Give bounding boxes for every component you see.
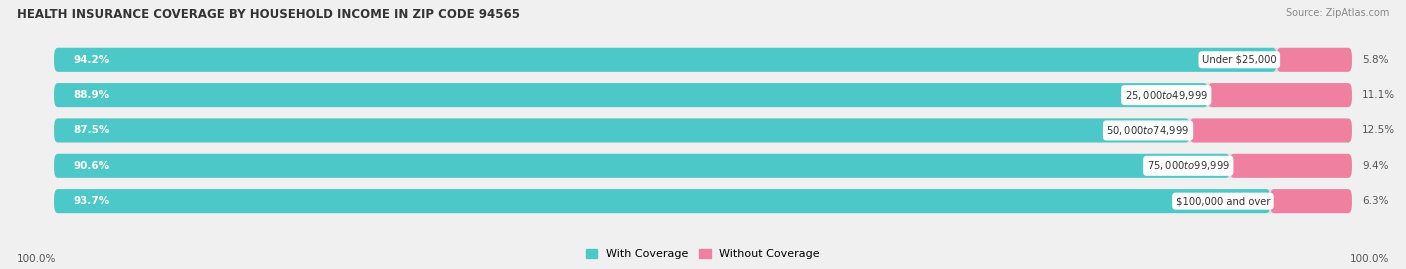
FancyBboxPatch shape xyxy=(1277,48,1353,72)
Text: $50,000 to $74,999: $50,000 to $74,999 xyxy=(1107,124,1189,137)
Text: 9.4%: 9.4% xyxy=(1362,161,1389,171)
Text: 100.0%: 100.0% xyxy=(17,254,56,264)
FancyBboxPatch shape xyxy=(53,189,1270,213)
FancyBboxPatch shape xyxy=(53,189,1353,213)
FancyBboxPatch shape xyxy=(53,118,1353,143)
Text: 94.2%: 94.2% xyxy=(73,55,110,65)
Text: 87.5%: 87.5% xyxy=(73,125,110,136)
Text: $25,000 to $49,999: $25,000 to $49,999 xyxy=(1125,89,1208,102)
FancyBboxPatch shape xyxy=(1189,118,1353,143)
FancyBboxPatch shape xyxy=(53,48,1277,72)
FancyBboxPatch shape xyxy=(1230,154,1353,178)
FancyBboxPatch shape xyxy=(53,83,1353,107)
FancyBboxPatch shape xyxy=(53,118,1189,143)
Text: 5.8%: 5.8% xyxy=(1362,55,1389,65)
Text: 11.1%: 11.1% xyxy=(1362,90,1395,100)
Text: Source: ZipAtlas.com: Source: ZipAtlas.com xyxy=(1285,8,1389,18)
Text: 100.0%: 100.0% xyxy=(1350,254,1389,264)
FancyBboxPatch shape xyxy=(53,154,1353,178)
Text: 12.5%: 12.5% xyxy=(1362,125,1395,136)
Text: HEALTH INSURANCE COVERAGE BY HOUSEHOLD INCOME IN ZIP CODE 94565: HEALTH INSURANCE COVERAGE BY HOUSEHOLD I… xyxy=(17,8,520,21)
Text: 88.9%: 88.9% xyxy=(73,90,110,100)
Text: $75,000 to $99,999: $75,000 to $99,999 xyxy=(1147,159,1230,172)
Text: 93.7%: 93.7% xyxy=(73,196,110,206)
FancyBboxPatch shape xyxy=(1208,83,1353,107)
FancyBboxPatch shape xyxy=(53,48,1353,72)
Text: Under $25,000: Under $25,000 xyxy=(1202,55,1277,65)
FancyBboxPatch shape xyxy=(53,83,1208,107)
Text: 90.6%: 90.6% xyxy=(73,161,110,171)
FancyBboxPatch shape xyxy=(1270,189,1353,213)
Text: $100,000 and over: $100,000 and over xyxy=(1175,196,1270,206)
Text: 6.3%: 6.3% xyxy=(1362,196,1389,206)
FancyBboxPatch shape xyxy=(53,154,1230,178)
Legend: With Coverage, Without Coverage: With Coverage, Without Coverage xyxy=(582,244,824,263)
